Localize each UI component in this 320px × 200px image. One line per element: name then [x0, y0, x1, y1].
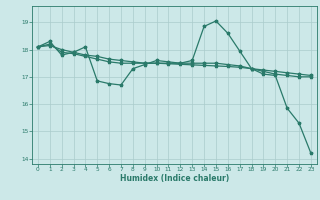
X-axis label: Humidex (Indice chaleur): Humidex (Indice chaleur) [120, 174, 229, 183]
